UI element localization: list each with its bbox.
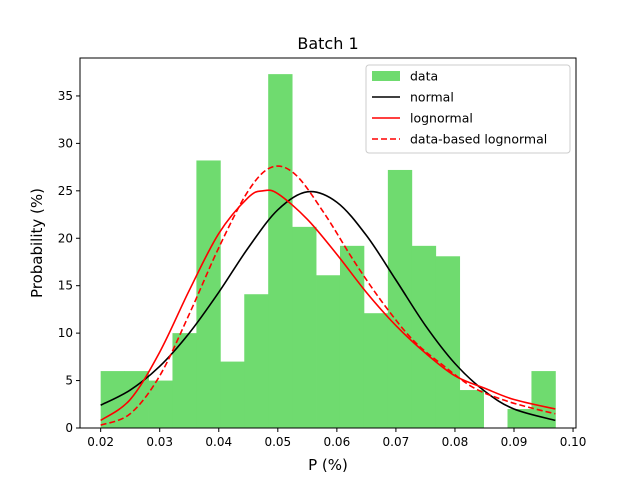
histogram-bar: [459, 390, 484, 428]
histogram-bar: [268, 74, 293, 428]
x-axis-label: P (%): [308, 456, 348, 474]
y-axis-label: Probability (%): [28, 188, 46, 298]
series-line-normal: [100, 190, 556, 422]
y-tick-label: 15: [58, 279, 73, 293]
legend: data normal lognormal data-based lognormal: [365, 64, 571, 154]
x-tick-label: 0.04: [205, 435, 232, 449]
histogram-bar: [435, 256, 461, 428]
histogram-bar: [507, 409, 532, 428]
y-tick-label: 25: [58, 184, 73, 198]
histogram-bar: [339, 245, 365, 428]
legend-label: data: [410, 69, 438, 84]
series-line-data-based-lognormal: [100, 165, 556, 426]
x-axis-ticks: 0.02 0.03 0.04 0.05 0.06 0.07 0.08 0.09 0.10: [87, 428, 586, 449]
legend-label: lognormal: [410, 111, 473, 126]
x-tick-label: 0.08: [442, 435, 469, 449]
x-tick-label: 0.05: [264, 435, 291, 449]
legend-label: normal: [410, 90, 454, 105]
histogram-bar: [316, 275, 341, 428]
histogram-bar: [411, 245, 437, 428]
y-tick-label: 35: [58, 89, 73, 103]
x-tick-label: 0.03: [146, 435, 173, 449]
x-tick-label: 0.10: [560, 435, 587, 449]
y-tick-label: 20: [58, 231, 73, 245]
histogram-bar: [292, 226, 317, 428]
y-tick-label: 0: [65, 421, 73, 435]
plot-frame: [79, 57, 577, 429]
y-tick-label: 30: [58, 136, 73, 150]
histogram-bar: [363, 313, 389, 428]
chart-title: Batch 1: [297, 34, 358, 53]
x-tick-label: 0.02: [87, 435, 114, 449]
y-tick-label: 5: [65, 374, 73, 388]
histogram-bar: [172, 333, 197, 428]
histogram-bar: [124, 371, 149, 428]
y-axis-ticks: 0 5 10 15 20 25 30 35: [58, 89, 80, 435]
x-tick-label: 0.09: [501, 435, 528, 449]
histogram-bar: [531, 371, 556, 428]
fit-lines: [100, 165, 556, 426]
histogram-bars: [100, 74, 556, 428]
x-tick-label: 0.07: [383, 435, 410, 449]
legend-label: data-based lognormal: [410, 132, 547, 147]
y-tick-label: 10: [58, 326, 73, 340]
histogram-bar: [244, 294, 269, 428]
legend-swatch-data: [372, 71, 400, 81]
x-tick-label: 0.06: [323, 435, 350, 449]
legend-box: [365, 64, 571, 154]
histogram-bar: [220, 361, 245, 428]
